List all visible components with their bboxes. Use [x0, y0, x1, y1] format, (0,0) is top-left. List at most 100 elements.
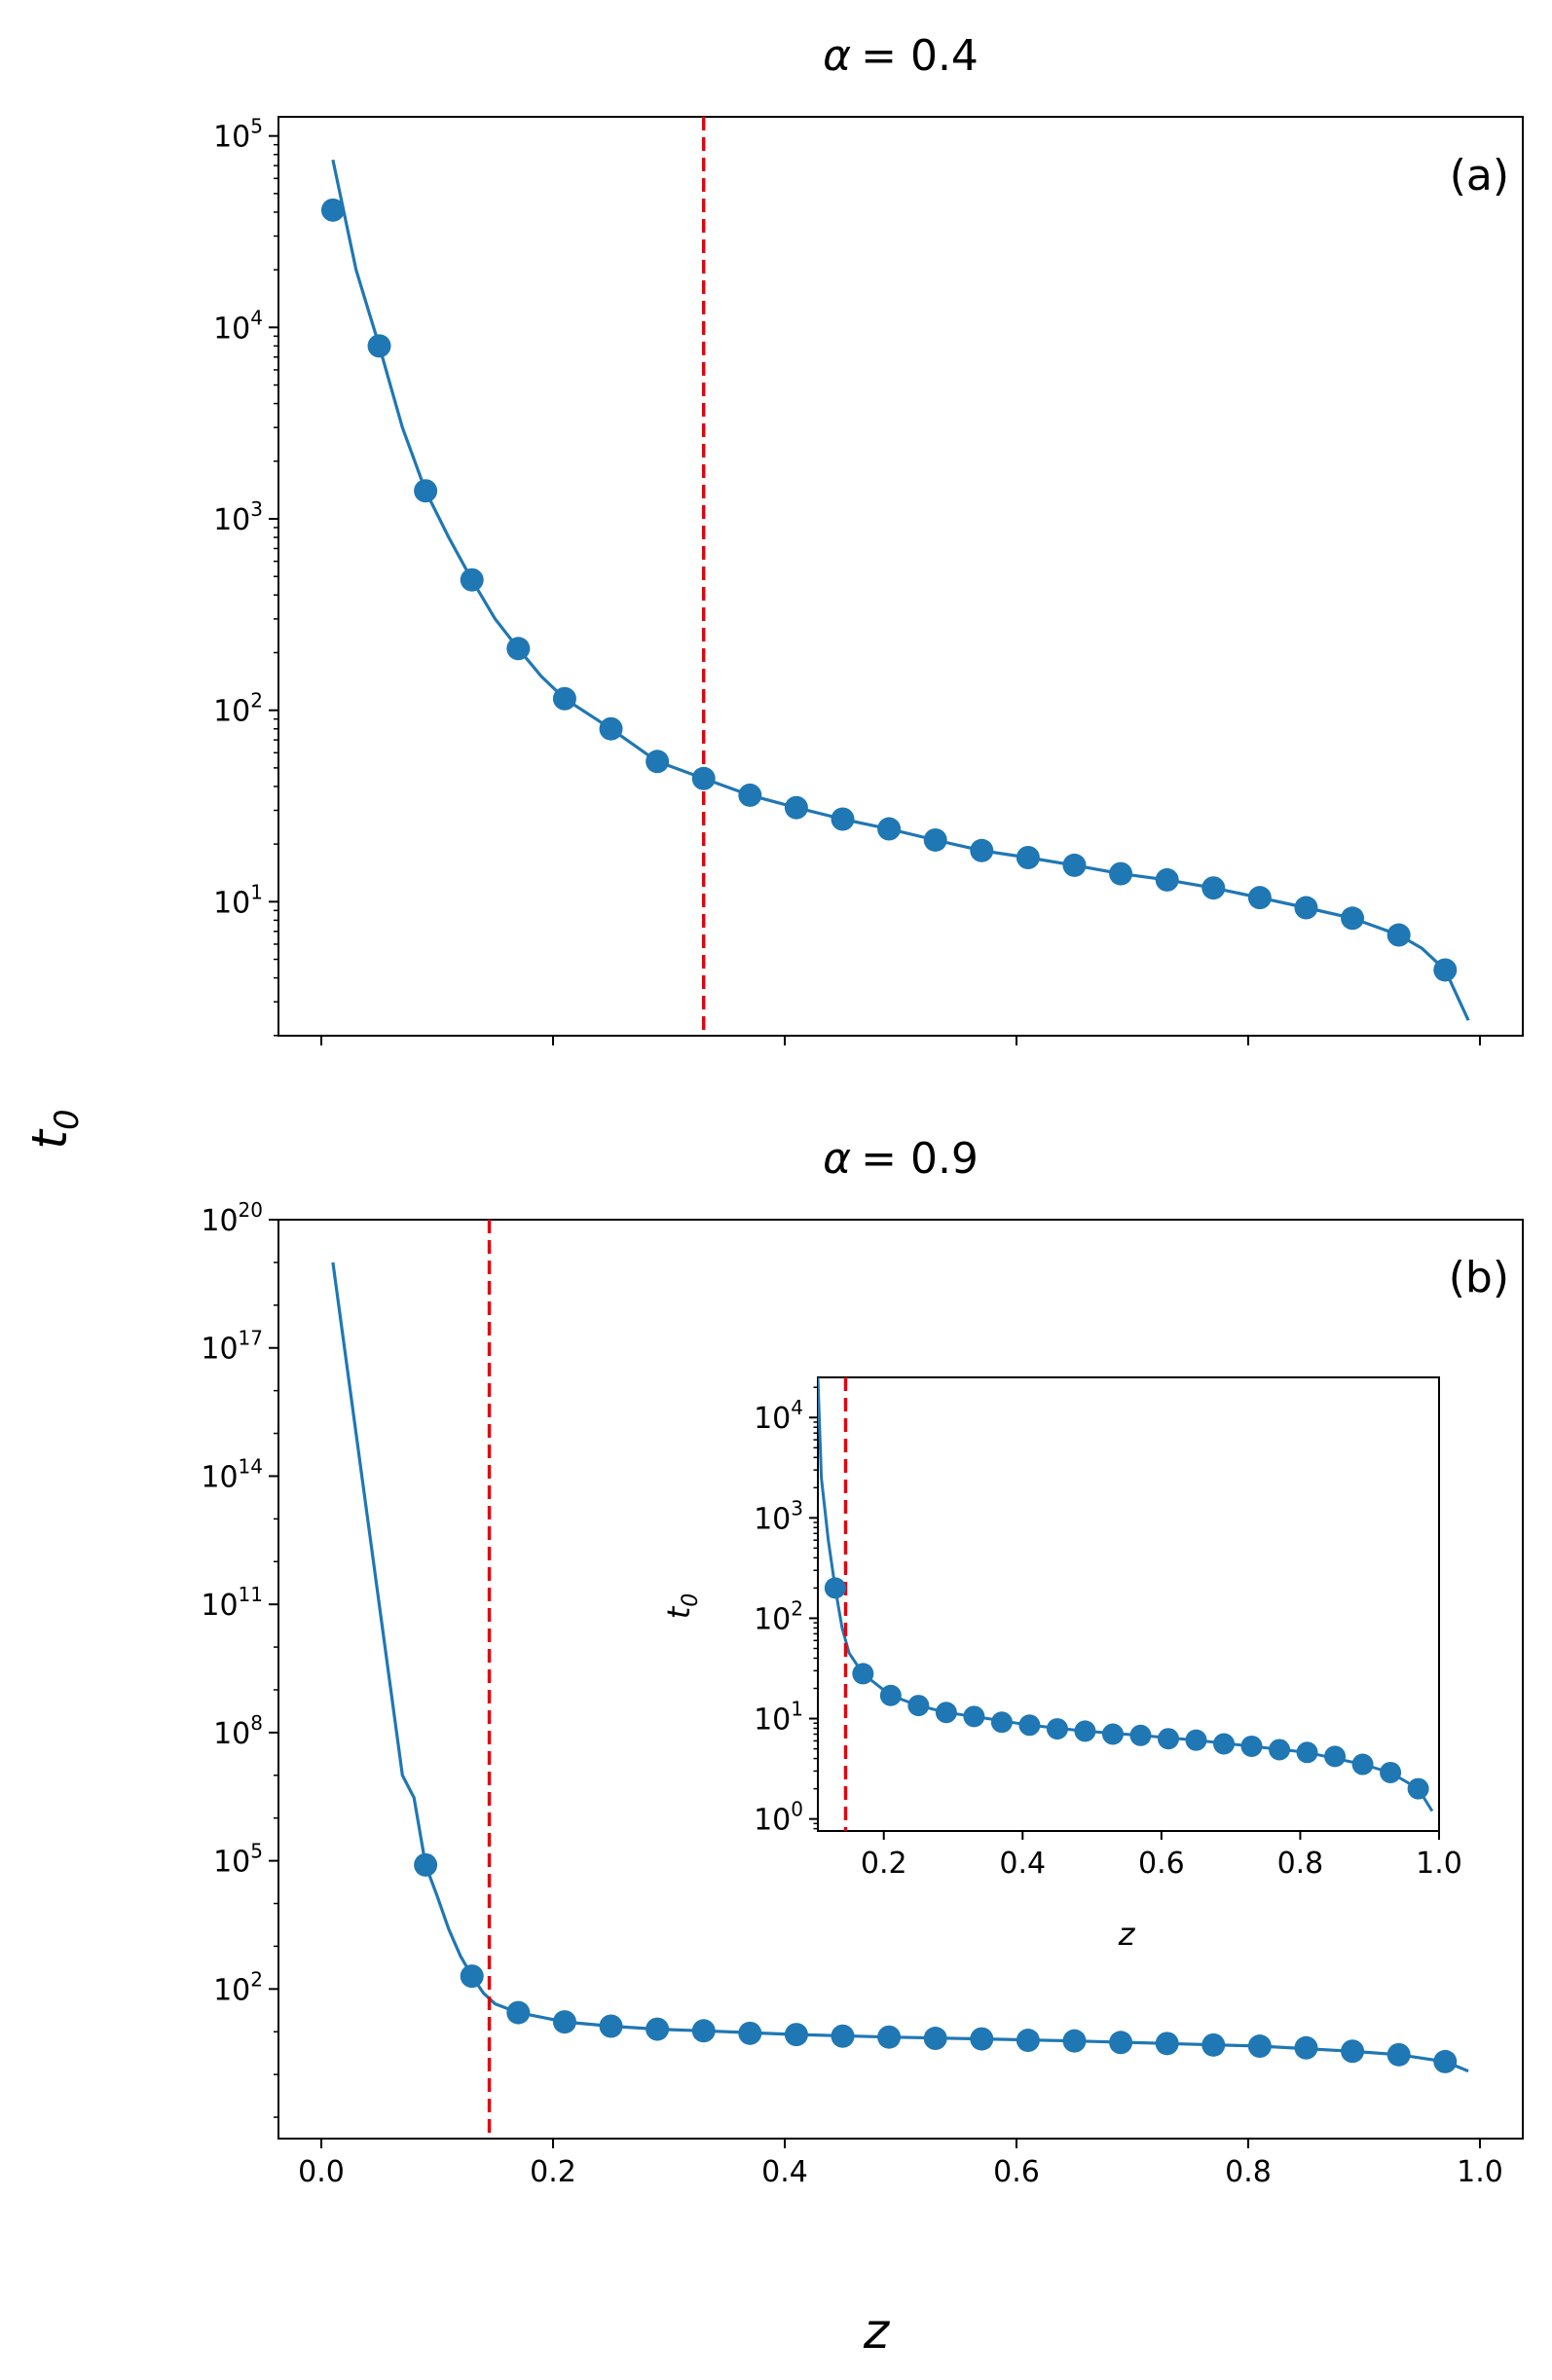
inset-ytick-label: 100 [754, 1798, 803, 1838]
panel-b-xtick-label: 0.6 [993, 2155, 1040, 2189]
panel-b-ytick-label: 1020 [201, 1198, 263, 1238]
panel-a-ytick-label: 103 [213, 497, 263, 537]
inset-data-point [1324, 1745, 1347, 1768]
panel-b-data-point [506, 2000, 531, 2025]
inset-data-point [1046, 1718, 1068, 1740]
panel-b-data-point [599, 2014, 623, 2038]
panel-a-data-point [1386, 923, 1411, 947]
panel-a-data-point [460, 568, 484, 592]
panel-b-data-point [1109, 2031, 1133, 2055]
panel-b-title-symbol: α [823, 1134, 851, 1184]
figure-ylabel-t: t [21, 1128, 78, 1150]
panel-b-data-point [1386, 2042, 1411, 2067]
panel-a-ytick-label: 105 [213, 115, 263, 155]
inset-data-point [907, 1695, 930, 1717]
panel-a-data-point [414, 479, 438, 503]
inset-data-point [824, 1577, 846, 1599]
panel-a-data-point [970, 838, 994, 862]
panel-b-ytick-label: 1011 [201, 1583, 263, 1623]
panel-a-data-point [1201, 876, 1226, 900]
panel-b-xtick-label: 0.8 [1225, 2155, 1272, 2189]
figure-xlabel: z [863, 2303, 891, 2360]
inset-data-point [963, 1705, 985, 1728]
panel-b-data-point [460, 1964, 484, 1989]
panel-b-ytick-label: 102 [213, 1967, 263, 2007]
panel-a-data-point [1294, 896, 1318, 920]
panel-b-data-point [1155, 2032, 1179, 2056]
panel-b-ytick-label: 1014 [201, 1454, 263, 1494]
panel-b-data-point [923, 2027, 947, 2051]
panel-b-data-point [414, 1852, 438, 1877]
panel-b: α = 0.9 (b) 0.0 0.2 0.4 0.6 0.8 1.0 102 105 108 10… [201, 1134, 1524, 2189]
panel-b-ytick-label: 108 [213, 1711, 263, 1751]
panel-a-data-point [1341, 906, 1365, 931]
panel-a-data-point [1247, 886, 1272, 910]
panel-b-ytick-label: 105 [213, 1840, 263, 1880]
panel-b-data-point [1294, 2035, 1318, 2060]
inset-ylabel: t0 [660, 1593, 703, 1620]
panel-a: α = 0.4 (a) 101 102 103 104 105 [213, 31, 1524, 1045]
inset-data-point [1157, 1728, 1179, 1750]
inset-data-point [879, 1684, 902, 1706]
panel-a-ytick-label: 101 [213, 880, 263, 920]
inset-data-point [1240, 1735, 1263, 1757]
inset-data-point [1185, 1729, 1207, 1751]
figure-ylabel: t0 [21, 1109, 87, 1149]
panel-a-data-point [552, 686, 576, 711]
panel-a-data-point [923, 827, 947, 852]
panel-b-data-point [1201, 2032, 1226, 2057]
panel-a-ytick-label: 104 [213, 306, 263, 346]
panel-a-data-point [599, 716, 623, 741]
panel-b-data-point [1062, 2029, 1087, 2053]
inset-data-point [1101, 1723, 1124, 1745]
inset-ytick-label: 104 [754, 1396, 803, 1436]
inset-ylabel-t: t [660, 1605, 697, 1619]
inset-data-point [1269, 1739, 1291, 1761]
inset-xtick-label: 0.8 [1277, 1847, 1324, 1881]
panel-a-title-value: = 0.4 [861, 31, 979, 81]
inset-data-point [1074, 1720, 1096, 1742]
panel-a-title: α = 0.4 [823, 31, 979, 81]
panel-b-xtick-label: 0.4 [761, 2155, 808, 2189]
panel-a-data-point [367, 334, 391, 358]
panel-a-data-point [506, 637, 531, 661]
panel-a-data-point [691, 766, 716, 790]
figure-ylabel-sub: 0 [48, 1109, 87, 1130]
panel-a-ytick-label: 102 [213, 689, 263, 729]
inset-data-point [935, 1702, 957, 1724]
inset-ytick-label: 103 [754, 1496, 803, 1536]
panel-a-data-point [1155, 867, 1179, 892]
panel-a-data-point [831, 807, 855, 831]
panel-b-xtick-label: 0.0 [298, 2155, 345, 2189]
panel-b-data-point [831, 2024, 855, 2048]
panel-a-data-point [646, 750, 670, 774]
panel-b-label: (b) [1449, 1253, 1509, 1302]
panel-a-data-point [1016, 846, 1040, 870]
inset-ytick-label: 102 [754, 1596, 803, 1636]
panel-b-data-point [970, 2027, 994, 2051]
panel-b-xtick-label: 1.0 [1457, 2155, 1503, 2189]
inset-data-point [1296, 1741, 1318, 1764]
panel-b-xtick-label: 0.2 [530, 2155, 576, 2189]
inset-xtick-label: 0.4 [999, 1847, 1046, 1881]
panel-b-title-value: = 0.9 [861, 1134, 979, 1184]
inset-data-point [990, 1711, 1013, 1734]
inset-data-point [1351, 1753, 1374, 1776]
inset-ytick-label: 101 [754, 1698, 803, 1738]
inset-data-point [1129, 1724, 1152, 1746]
panel-a-fit-curve [331, 159, 1470, 1021]
inset-xtick-label: 1.0 [1416, 1847, 1462, 1881]
panel-a-data-point [1433, 958, 1458, 982]
panel-b-data-point [552, 2010, 576, 2034]
inset-data-point [1213, 1733, 1236, 1755]
panel-b-data-point [738, 2021, 762, 2045]
inset-data-point [852, 1663, 874, 1685]
inset-xlabel: z [1118, 1916, 1136, 1953]
panel-b-data-point [691, 2019, 716, 2043]
inset-xtick-label: 0.2 [861, 1847, 907, 1881]
inset-data-point [1018, 1714, 1041, 1737]
panel-a-data-point [784, 795, 808, 820]
panel-a-data-point [738, 783, 762, 807]
panel-a-data-point [1109, 861, 1133, 886]
